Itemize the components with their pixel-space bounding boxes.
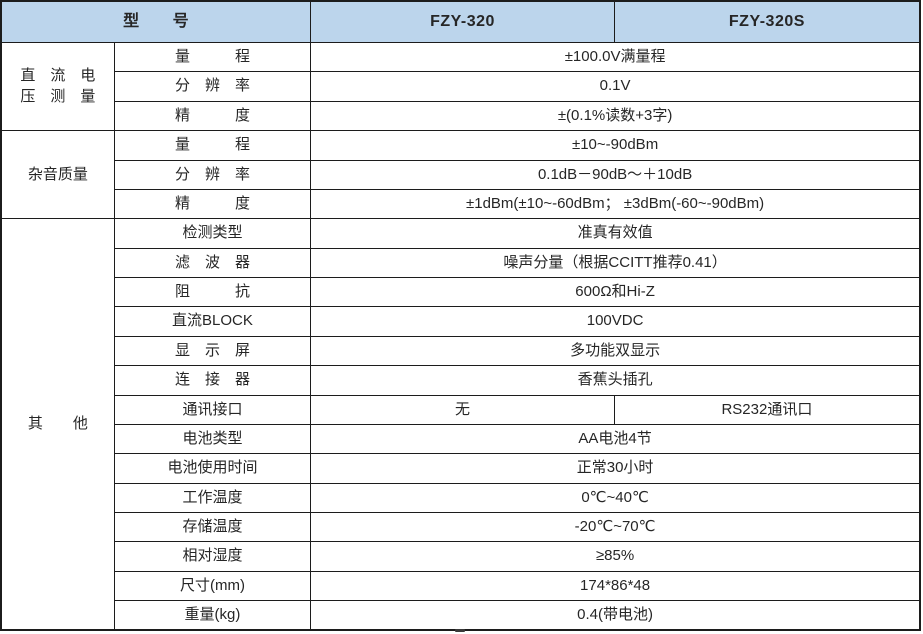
table-row: 电池类型 AA电池4节 [1,423,921,455]
param-humidity-label: 相对湿度 [113,541,312,572]
param-weight-label: 重量(kg) [113,600,312,631]
param-range-value: ±100.0V满量程 [310,41,921,73]
table-row: 分 辨 率 0.1V [1,71,921,102]
table-row: 杂音质量 量 程 ±10~-90dBm [0,130,921,220]
param-battery-life-label: 电池使用时间 [113,453,312,484]
table-row: 存储温度 -20℃~70℃ [1,511,921,543]
param-detection-type-value: 准真有效值 [310,218,921,249]
model-fzy320s-header: FZY-320S [613,0,921,43]
param-operating-temp-value: 0℃~40℃ [310,482,921,514]
param-dc-block-value: 100VDC [310,306,921,337]
param-dc-block-label: 直流BLOCK [113,306,312,337]
table-row: 显 示 屏 多功能双显示 [1,335,921,367]
param-display-value: 多功能双显示 [310,335,921,367]
param-accuracy-label: 精 度 [113,188,312,220]
param-battery-life-value: 正常30小时 [310,453,921,484]
param-impedance-label: 阻 抗 [113,276,312,308]
param-impedance-value: 600Ω和Hi-Z [310,276,921,308]
table-row: 直 流 电 压 测 量 量 程 ±100.0V满量程 [0,41,921,132]
table-row: 尺寸(mm) 174*86*48 [1,570,921,602]
group-dc-voltage-label: 直 流 电 压 测 量 [0,41,115,132]
table-row: 精 度 ±(0.1%读数+3字) [1,100,921,132]
param-resolution-label: 分 辨 率 [113,71,312,102]
param-filter-label: 滤 波 器 [113,247,312,279]
param-resolution-value: 0.1V [310,71,921,102]
table-row: 连 接 器 香蕉头插孔 [1,365,921,396]
table-row: 电池使用时间 正常30小时 [1,453,921,484]
table-row: 重量(kg) 0.4(带电池) [1,600,921,631]
table-row: 直流BLOCK 100VDC [1,306,921,337]
param-display-label: 显 示 屏 [113,335,312,367]
table-row: 阻 抗 600Ω和Hi-Z [1,276,921,308]
param-operating-temp-label: 工作温度 [113,482,312,514]
table-row: 相对湿度 ≥85% [1,541,921,572]
group-noise-quality-label: 杂音质量 [0,130,115,220]
param-range-label: 量 程 [113,130,312,161]
table-row: 通讯接口 无 RS232通讯口 [1,394,921,425]
header-row: 型 号 FZY-320 FZY-320S [0,0,921,43]
param-storage-temp-value: -20℃~70℃ [310,511,921,543]
table-row: 工作温度 0℃~40℃ [1,482,921,514]
table-row: 精 度 ±1dBm(±10~-60dBm； ±3dBm(-60~-90dBm) [1,188,921,220]
param-connector-label: 连 接 器 [113,365,312,396]
table-row: 其 他 检测类型 准真有效值 [0,218,921,631]
model-header-cell: 型 号 [0,0,312,43]
param-dimensions-value: 174*86*48 [310,570,921,602]
param-battery-type-value: AA电池4节 [310,423,921,455]
param-resolution-label: 分 辨 率 [113,159,312,190]
param-battery-type-label: 电池类型 [113,423,312,455]
param-humidity-value: ≥85% [310,541,921,572]
param-range-label: 量 程 [113,41,312,73]
param-filter-value: 噪声分量（根据CCITT推荐0.41） [310,247,921,279]
param-comm-port-value-fzy320s: RS232通讯口 [613,394,921,425]
param-comm-port-value-fzy320: 无 [310,394,615,425]
param-accuracy-value: ±1dBm(±10~-60dBm； ±3dBm(-60~-90dBm) [310,188,921,220]
param-accuracy-label: 精 度 [113,100,312,132]
model-fzy320-header: FZY-320 [310,0,615,43]
group-other-label: 其 他 [0,218,115,631]
param-weight-value: 0.4(带电池) [310,600,921,631]
param-resolution-value: 0.1dB－90dB～＋10dB [310,159,921,190]
param-storage-temp-label: 存储温度 [113,511,312,543]
table-row: 滤 波 器 噪声分量（根据CCITT推荐0.41） [1,247,921,279]
param-range-value: ±10~-90dBm [310,130,921,161]
param-connector-value: 香蕉头插孔 [310,365,921,396]
param-dimensions-label: 尺寸(mm) [113,570,312,602]
param-comm-port-label: 通讯接口 [113,394,312,425]
table-row: 分 辨 率 0.1dB－90dB～＋10dB [1,159,921,190]
param-detection-type-label: 检测类型 [113,218,312,249]
param-accuracy-value: ±(0.1%读数+3字) [310,100,921,132]
crop-artifact [455,629,465,632]
